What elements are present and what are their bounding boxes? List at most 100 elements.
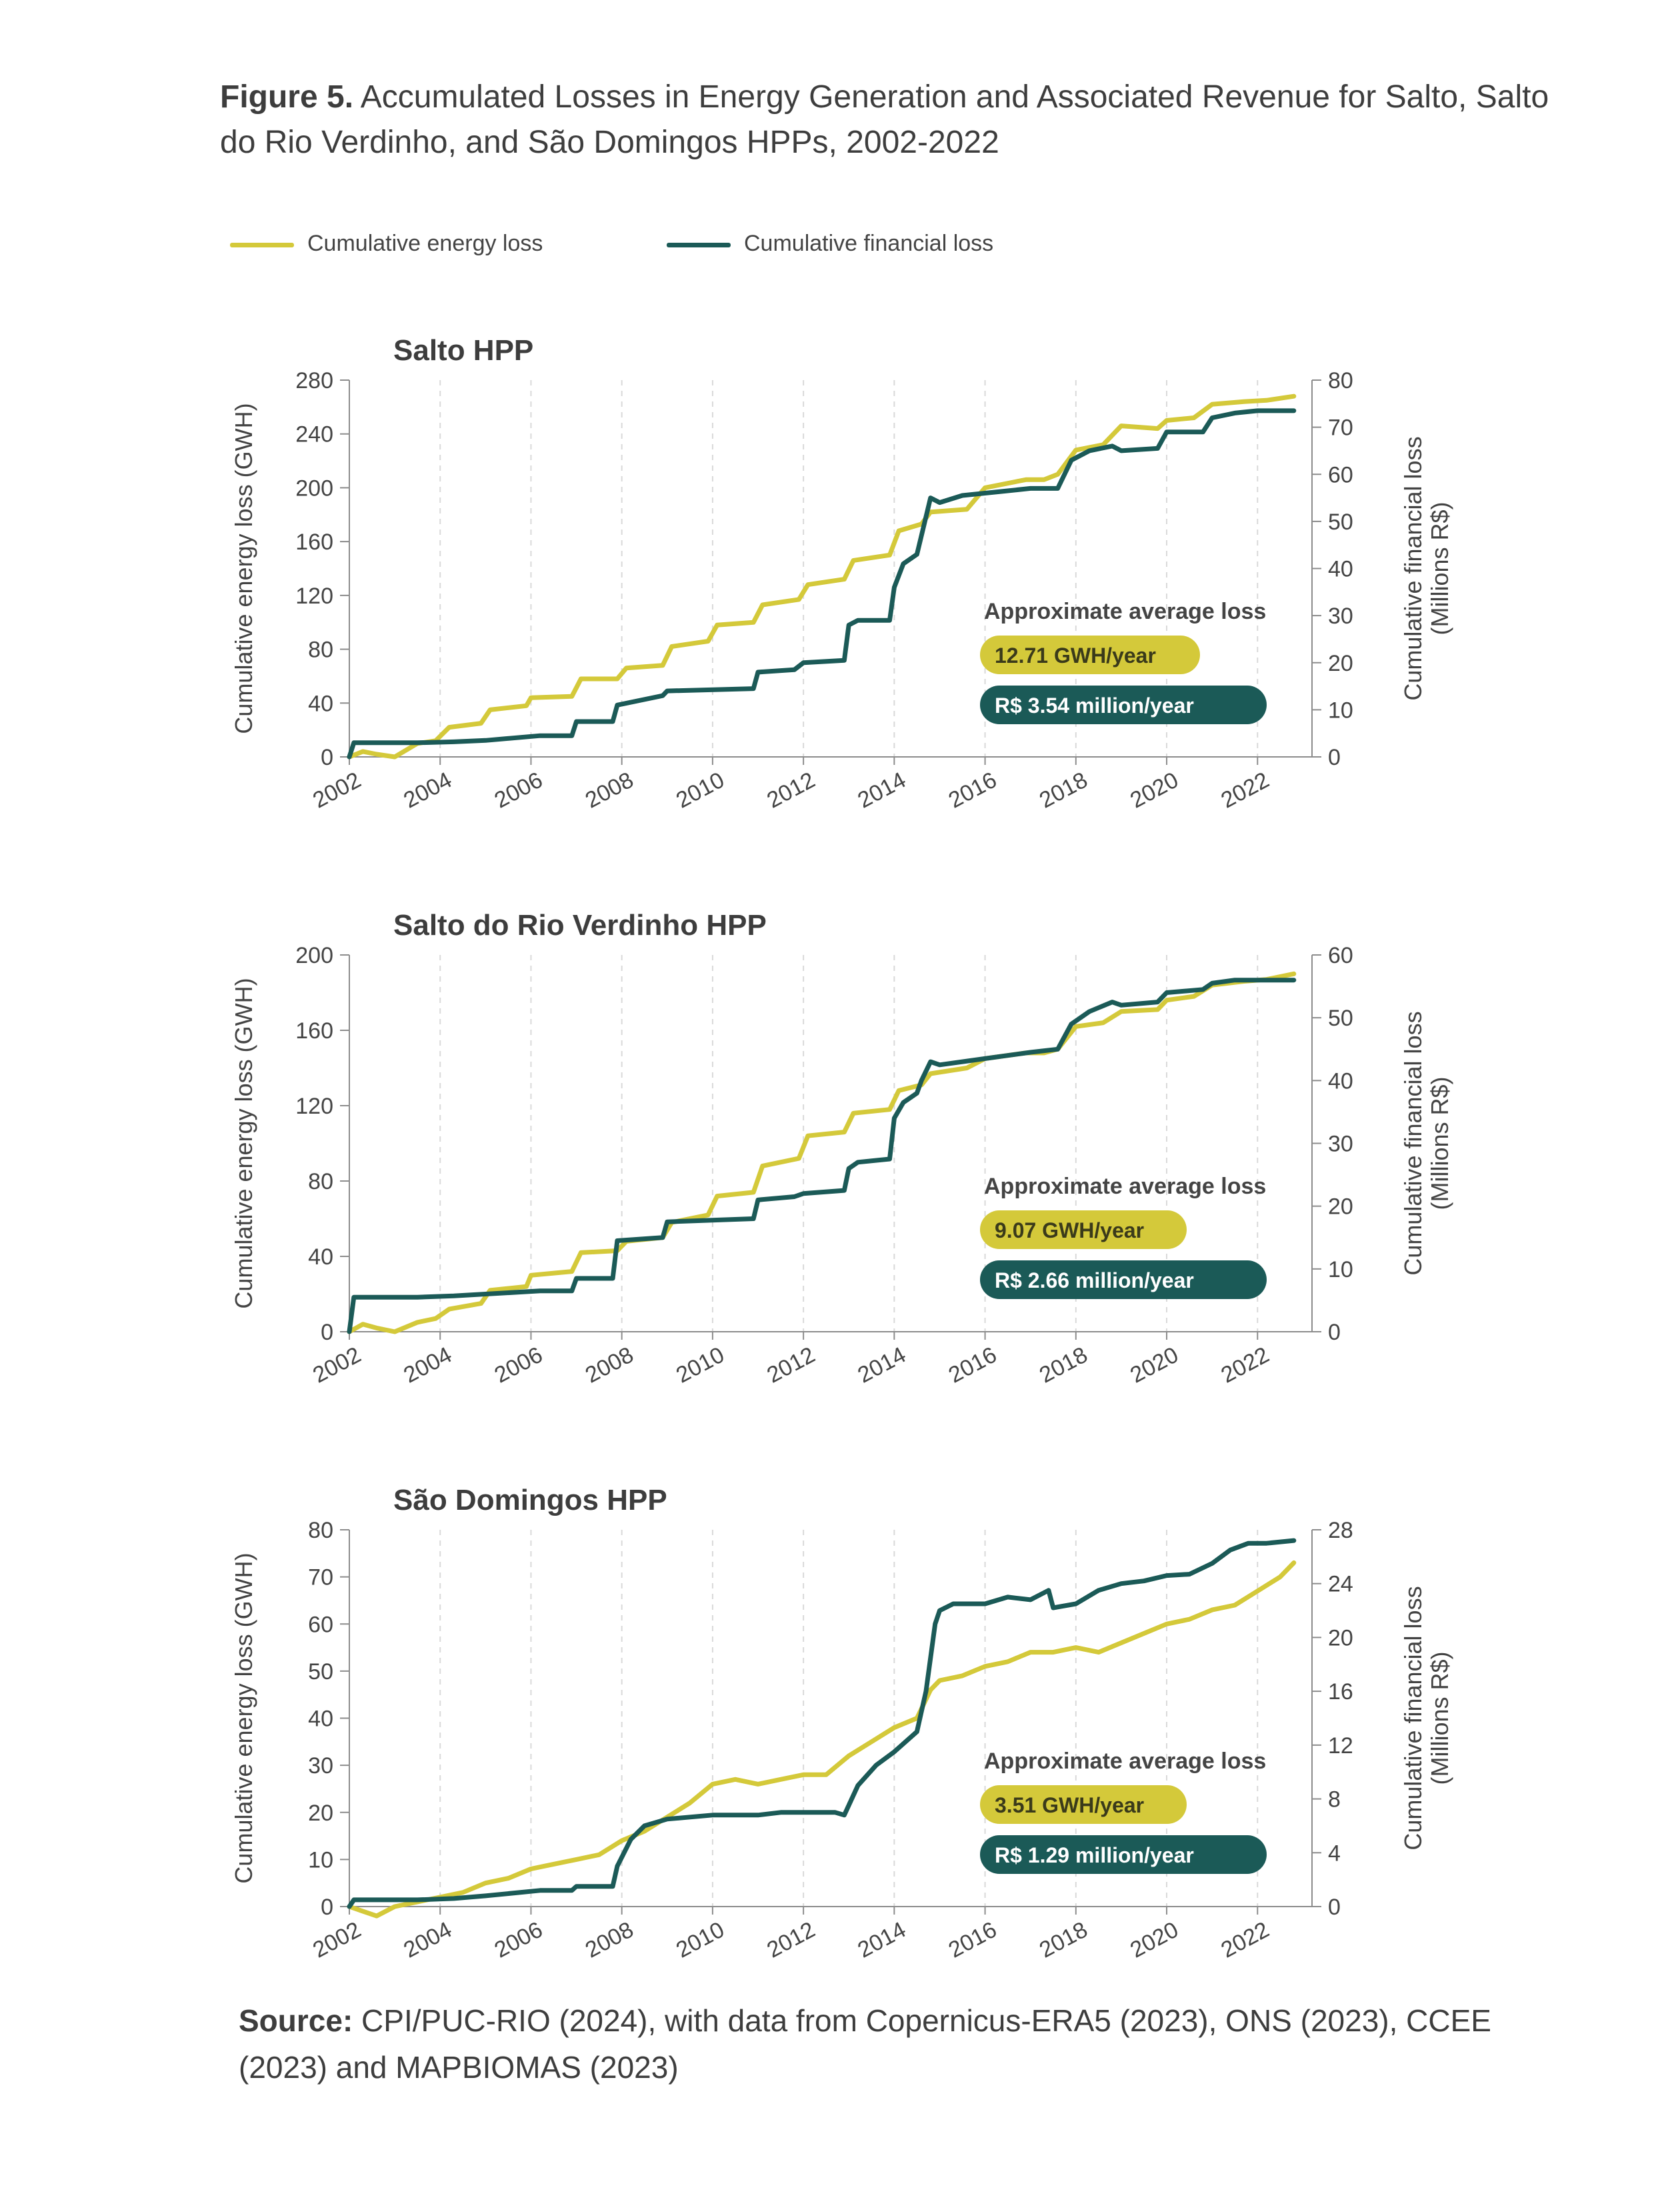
legend-label-financial: Cumulative financial loss: [744, 231, 994, 256]
x-tick-label: 2016: [945, 768, 1001, 814]
series-line-energy: [347, 393, 1297, 760]
y2-tick-label: 20: [1328, 1625, 1353, 1650]
y-tick-label: 0: [321, 745, 333, 770]
x-tick-label: 2022: [1217, 1917, 1273, 1963]
x-tick-label: 2004: [399, 768, 456, 814]
y-tick-label: 280: [295, 368, 333, 393]
annotation-financial: R$ 2.66 million/year: [995, 1268, 1194, 1292]
x-tick-label: 2002: [309, 1917, 365, 1963]
y2-tick-label: 8: [1328, 1787, 1341, 1813]
chart-title: Salto HPP: [393, 334, 533, 367]
x-tick-label: 2020: [1126, 768, 1183, 814]
y-tick-label: 120: [295, 584, 333, 609]
y2-tick-label: 0: [1328, 1320, 1341, 1345]
y-tick-label: 80: [308, 638, 333, 663]
annotation-energy: 12.71 GWH/year: [995, 644, 1156, 668]
y-tick-label: 240: [295, 422, 333, 447]
annotation-energy: 9.07 GWH/year: [995, 1218, 1144, 1242]
y-tick-label: 50: [308, 1659, 333, 1685]
y-tick-label: 200: [295, 475, 333, 501]
y2-tick-label: 28: [1328, 1518, 1353, 1543]
y-tick-label: 40: [308, 1707, 333, 1732]
x-tick-label: 2016: [945, 1917, 1001, 1963]
y2-axis-unit: (Millions R$): [1426, 1076, 1453, 1210]
annotation-pill-energy: [980, 636, 1200, 674]
y2-tick-label: 20: [1328, 1194, 1353, 1220]
y-tick-label: 80: [308, 1518, 333, 1543]
series-line-financial: [347, 1538, 1297, 1909]
x-tick-label: 2002: [309, 768, 365, 814]
y2-tick-label: 30: [1328, 1132, 1353, 1157]
legend-item-energy: Cumulative energy loss: [230, 227, 543, 260]
annotation-label: Approximate average loss: [984, 1174, 1266, 1199]
y2-tick-label: 10: [1328, 698, 1353, 723]
y2-tick-label: 80: [1328, 368, 1353, 393]
annotation-pill-financial: [980, 686, 1267, 724]
x-tick-label: 2020: [1126, 1342, 1183, 1388]
y2-tick-label: 70: [1328, 415, 1353, 441]
y-tick-label: 200: [295, 943, 333, 968]
y2-axis-title: Cumulative financial loss: [1399, 1586, 1427, 1850]
chart-salto-hpp: Salto HPP 0 40 80 120 160 200 240 280 0 10 20 30 40 50…: [230, 334, 1453, 814]
y-tick-label: 160: [295, 1018, 333, 1044]
y-axis-title: Cumulative energy loss (GWH): [230, 403, 257, 734]
y-axis-title: Cumulative energy loss (GWH): [230, 1552, 257, 1883]
x-tick-label: 2006: [491, 1917, 547, 1963]
y-tick-label: 20: [308, 1801, 333, 1826]
x-tick-label: 2012: [763, 768, 819, 814]
x-tick-label: 2014: [853, 1917, 910, 1963]
x-tick-label: 2022: [1217, 768, 1273, 814]
legend-label-energy: Cumulative energy loss: [307, 231, 543, 256]
figure-title-text: Accumulated Losses in Energy Generation …: [220, 79, 1549, 160]
source-note: Source: CPI/PUC-RIO (2024), with data fr…: [239, 1997, 1545, 2091]
chart-title: Salto do Rio Verdinho HPP: [393, 909, 767, 942]
series-line-energy: [347, 1560, 1297, 1919]
y-tick-label: 40: [308, 1244, 333, 1270]
y2-tick-label: 16: [1328, 1679, 1353, 1705]
annotation-pill-financial: [980, 1260, 1267, 1299]
chart-salto-do-rio-verdinho-hpp: Salto do Rio Verdinho HPP 0 40 80 120 160 200 0…: [230, 909, 1453, 1388]
x-tick-label: 2016: [945, 1342, 1001, 1388]
x-tick-label: 2008: [581, 1917, 638, 1963]
x-tick-label: 2002: [309, 1342, 365, 1388]
annotation-pill-energy: [980, 1785, 1187, 1824]
annotation-financial: R$ 1.29 million/year: [995, 1843, 1194, 1867]
y2-tick-label: 50: [1328, 1006, 1353, 1031]
y2-axis-title: Cumulative financial loss: [1399, 1011, 1427, 1275]
y-tick-label: 0: [321, 1895, 333, 1920]
y2-axis-title: Cumulative financial loss: [1399, 436, 1427, 700]
y2-tick-label: 40: [1328, 557, 1353, 582]
x-tick-label: 2012: [763, 1342, 819, 1388]
annotation-label: Approximate average loss: [984, 599, 1266, 624]
chart-sao-domingos-hpp: São Domingos HPP 0 10 20 30 40 50 60 70 80 0 4 8 12 16…: [230, 1484, 1453, 1963]
annotation-pill-energy: [980, 1210, 1187, 1249]
y-axis-title: Cumulative energy loss (GWH): [230, 978, 257, 1308]
y2-tick-label: 24: [1328, 1572, 1353, 1597]
y2-tick-label: 10: [1328, 1257, 1353, 1282]
x-tick-label: 2014: [853, 1342, 910, 1388]
annotation-energy: 3.51 GWH/year: [995, 1793, 1144, 1817]
x-tick-label: 2014: [853, 768, 910, 814]
series-line-financial: [347, 978, 1297, 1334]
y2-axis-unit: (Millions R$): [1426, 501, 1453, 635]
y-tick-label: 40: [308, 691, 333, 716]
y2-tick-label: 12: [1328, 1733, 1353, 1759]
y2-tick-label: 60: [1328, 943, 1353, 968]
source-text: CPI/PUC-RIO (2024), with data from Coper…: [239, 2003, 1491, 2085]
y-tick-label: 30: [308, 1753, 333, 1779]
x-tick-label: 2018: [1035, 1917, 1092, 1963]
annotation-pill-financial: [980, 1835, 1267, 1874]
y-tick-label: 10: [308, 1847, 333, 1873]
x-tick-label: 2008: [581, 768, 638, 814]
y-tick-label: 70: [308, 1565, 333, 1590]
x-tick-label: 2010: [672, 1917, 729, 1963]
chart-title: São Domingos HPP: [393, 1484, 667, 1516]
y2-axis-unit: (Millions R$): [1426, 1651, 1453, 1785]
x-tick-label: 2018: [1035, 768, 1092, 814]
x-tick-label: 2020: [1126, 1917, 1183, 1963]
y-tick-label: 80: [308, 1169, 333, 1194]
y2-tick-label: 60: [1328, 462, 1353, 487]
x-tick-label: 2006: [491, 1342, 547, 1388]
x-tick-label: 2012: [763, 1917, 819, 1963]
legend-swatch-financial: [667, 242, 731, 247]
